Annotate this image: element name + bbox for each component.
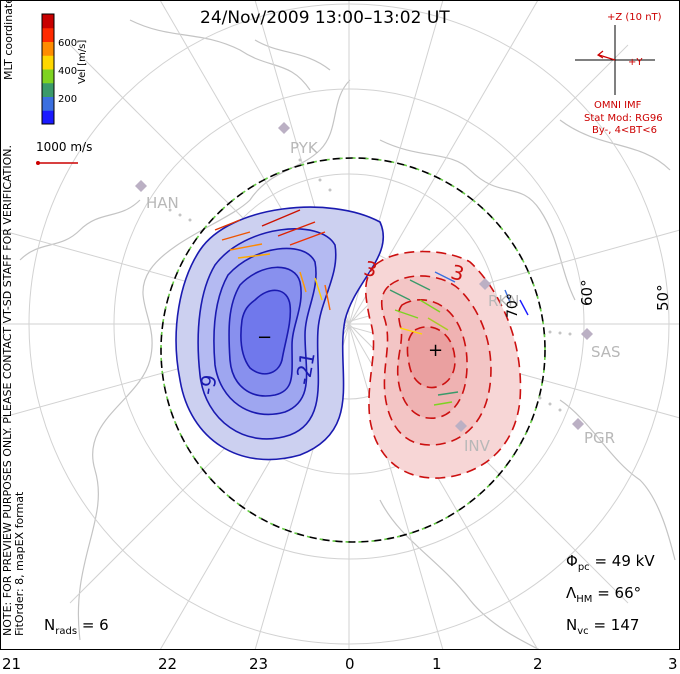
station-han: HAN	[146, 194, 179, 212]
mlt-hour-21: 21	[2, 655, 22, 673]
colorbar-swatch	[42, 69, 54, 84]
hm-boundary-vectors	[160, 157, 546, 543]
colorbar-tick-200: 200	[58, 94, 78, 105]
stat-nvc-value: = 147	[593, 616, 640, 634]
mlt-hour-0: 0	[345, 655, 355, 673]
imf-vector	[596, 50, 616, 61]
colorbar-swatch	[42, 96, 54, 111]
mlt-hour-3: 3	[668, 655, 678, 673]
stat-nrads-value: = 6	[81, 616, 109, 634]
mlt-hour-2: 2	[533, 655, 543, 673]
imf-source: OMNI IMF	[594, 100, 642, 111]
stat-nrads-sub: rads	[55, 626, 78, 637]
contour-label-neg-2: -21	[290, 350, 319, 386]
velocity-vectors	[214, 209, 529, 406]
stat-lambda-value: = 66°	[597, 584, 642, 602]
mlt-hour-22: 22	[158, 655, 178, 673]
stat-nvc-sub: vc	[577, 626, 589, 637]
colorbar-swatch	[42, 14, 54, 29]
contour-label-neg-1: -9	[194, 373, 221, 397]
stat-n-vc: Nvc = 147	[566, 616, 639, 637]
stat-phi-value: = 49 kV	[594, 552, 655, 570]
coastlines	[19, 19, 676, 650]
imf-plus-y: +Y	[628, 57, 643, 68]
note-line-2: FitOrder: 8, mapEX format	[13, 491, 26, 636]
scale-vector-label: 1000 m/s	[36, 140, 93, 154]
lat-label-70: 70°	[505, 293, 521, 318]
mlt-hour-1: 1	[432, 655, 442, 673]
coordinates-label: MLT coordinates	[2, 0, 15, 80]
colorbar-title: Vel [m/s]	[77, 39, 88, 84]
imf-plus-z: +Z (10 nT)	[607, 12, 662, 23]
stat-phi-sub: pc	[577, 562, 590, 573]
stat-nrads-symbol: N	[44, 616, 56, 634]
plot-title: 24/Nov/2009 13:00–13:02 UT	[200, 8, 450, 28]
negative-potential-cell	[175, 206, 385, 461]
stat-lambda-hm: ΛHM = 66°	[566, 584, 641, 605]
colorbar-swatch	[42, 82, 54, 97]
stat-phi-symbol: Φ	[566, 552, 578, 570]
colorbar-swatch	[42, 27, 54, 42]
colorbar-tick-400: 400	[58, 66, 78, 77]
stat-phi-pc: Φpc = 49 kV	[566, 552, 655, 573]
fov-dots	[168, 158, 572, 412]
potential-min-marker: −	[257, 327, 272, 348]
scale-vector-dot	[36, 161, 40, 165]
stat-n-rads: Nrads = 6	[44, 616, 109, 637]
preview-note: NOTE: FOR PREVIEW PURPOSES ONLY. PLEASE …	[1, 145, 26, 636]
lat-label-50: 50°	[654, 284, 672, 311]
imf-condition: By-, 4<BT<6	[592, 125, 658, 136]
station-pyk: PYK	[290, 139, 319, 157]
colorbar-tick-600: 600	[58, 38, 78, 49]
stat-lambda-symbol: Λ	[566, 584, 577, 602]
contour-label-pos-1: 3	[361, 256, 380, 282]
colorbar-swatch	[42, 55, 54, 70]
imf-model: Stat Mod: RG96	[584, 113, 663, 124]
colorbar-swatch	[42, 41, 54, 56]
radar-stations	[135, 122, 593, 432]
potential-max-marker: +	[428, 340, 443, 361]
mlt-hour-23: 23	[249, 655, 269, 673]
contour-label-pos-2: 3	[448, 260, 467, 286]
positive-potential-cell	[364, 250, 522, 479]
stat-nvc-symbol: N	[566, 616, 578, 634]
colorbar-swatch	[42, 110, 54, 125]
lat-label-60: 60°	[578, 279, 596, 306]
velocity-colorbar	[41, 13, 55, 125]
colorbar-frame	[41, 13, 55, 125]
station-pgr: PGR	[584, 429, 615, 447]
station-rkn: RKN	[488, 292, 519, 310]
stat-lambda-sub: HM	[576, 594, 593, 605]
station-sas: SAS	[591, 343, 621, 361]
station-inv: INV	[464, 437, 491, 455]
